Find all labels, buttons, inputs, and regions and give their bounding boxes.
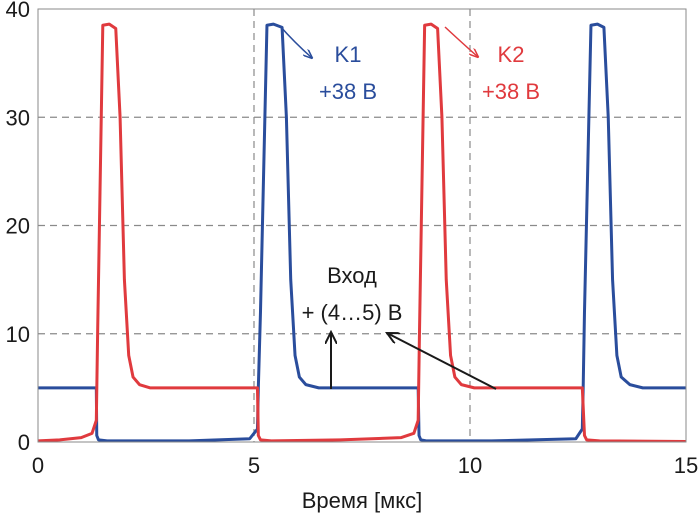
annotation-input-arrow-2 [387,333,497,390]
series-layer [38,22,686,442]
x-tick-label-0: 0 [32,453,44,478]
y-tick-label-0: 0 [18,430,30,455]
y-tick-label-10: 10 [6,322,30,347]
x-tick-label-10: 10 [458,453,482,478]
annotation-input: Вход + (4…5) В [302,263,403,325]
annotation-k2-line-1: K2 [498,42,525,67]
x-tick-label-15: 15 [674,453,698,478]
annotation-input-line-2: + (4…5) В [302,300,403,325]
x-tick-label-5: 5 [248,453,260,478]
y-tick-label-40: 40 [6,0,30,22]
grid [38,9,686,442]
annotation-input-line-1: Вход [327,263,377,288]
tick-labels: 0 10 20 30 40 0 5 10 15 [6,0,699,478]
annotation-k1: K1 +38 В [319,42,377,104]
annotation-k2-line-2: +38 В [482,79,540,104]
y-tick-label-30: 30 [6,105,30,130]
annotations: K1 +38 В K2 +38 В Вход + (4…5) В [279,25,540,390]
annotation-k1-line-1: K1 [335,42,362,67]
annotation-k1-line-2: +38 В [319,79,377,104]
x-axis-label: Время [мкс] [302,488,423,513]
plot-area-frame [37,8,687,443]
series-line-2 [38,22,686,442]
annotation-k2: K2 +38 В [482,42,540,104]
series-line-1 [38,22,686,442]
y-tick-label-20: 20 [6,214,30,239]
annotation-k1-arrow [279,25,312,58]
annotation-k2-arrow [444,26,478,57]
